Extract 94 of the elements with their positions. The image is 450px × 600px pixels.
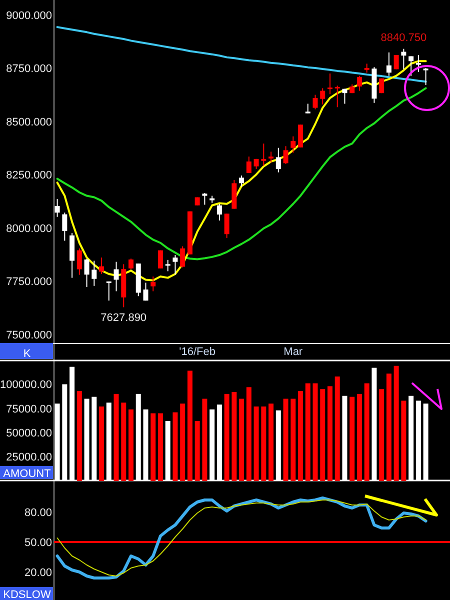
x-tick-label: Mar <box>284 346 303 358</box>
bar <box>202 398 208 481</box>
y-tick-label: 9000.000 <box>6 10 52 22</box>
y-tick-label: 80.00 <box>24 506 52 519</box>
bar <box>224 394 230 481</box>
bar <box>172 412 178 481</box>
bar <box>232 392 237 481</box>
candlestick <box>246 156 252 174</box>
y-tick-label: 8000.000 <box>6 222 52 235</box>
bar <box>261 406 266 481</box>
candlestick <box>334 85 340 108</box>
candlestick <box>106 280 112 302</box>
bar <box>121 402 126 481</box>
candlestick <box>356 75 362 92</box>
text: KDSLOW <box>3 589 52 600</box>
bar <box>76 391 82 481</box>
candlestick <box>84 258 90 288</box>
bar <box>114 394 119 481</box>
bar <box>401 400 406 481</box>
candlestick <box>216 203 222 221</box>
text: AMOUNT <box>3 468 52 480</box>
text: K <box>23 348 32 360</box>
x-tick-label: '16/Feb <box>179 346 216 358</box>
candlestick <box>158 250 163 269</box>
candlestick <box>276 147 281 173</box>
candlestick <box>423 67 428 86</box>
bar <box>194 421 200 481</box>
bar <box>254 406 259 481</box>
y-tick-label: 8750.000 <box>6 63 52 76</box>
bar <box>364 383 370 481</box>
bar <box>298 391 304 481</box>
bar <box>386 374 392 481</box>
annotation: 8840.750 <box>380 32 427 44</box>
candlestick <box>143 282 148 302</box>
candlestick <box>62 212 68 242</box>
line-series <box>56 26 427 83</box>
candlestick <box>54 198 60 218</box>
bar <box>305 383 310 481</box>
y-tick-label: 50.00 <box>24 536 52 549</box>
candlestick <box>261 143 266 166</box>
candlestick <box>416 54 421 73</box>
candlestick <box>224 213 230 238</box>
candlestick <box>76 248 82 276</box>
y-tick-label: 100000.00 <box>0 379 52 392</box>
y-tick-label: 75000.00 <box>6 403 52 416</box>
y-tick-label: 8500.000 <box>6 116 52 128</box>
y-tick-label: 7750.000 <box>6 276 52 288</box>
y-tick-label: 20.00 <box>24 566 52 579</box>
bar <box>320 389 326 481</box>
bar <box>239 398 244 481</box>
y-tick-label: 8250.000 <box>6 170 52 182</box>
candlestick <box>172 254 178 276</box>
bar <box>268 404 274 481</box>
bar <box>356 394 362 481</box>
bar <box>99 406 104 481</box>
bar <box>128 409 134 481</box>
candlestick <box>180 246 186 268</box>
annotation: 7627.890 <box>100 312 147 324</box>
candlestick <box>320 88 326 105</box>
candlestick <box>386 52 392 76</box>
candlestick <box>401 48 406 70</box>
y-tick-label: 25000.00 <box>6 452 52 464</box>
bar <box>187 370 192 481</box>
candlestick <box>305 103 310 114</box>
bar <box>394 366 399 481</box>
y-tick-label: 7500.000 <box>6 329 52 342</box>
bar <box>312 383 318 481</box>
candlestick <box>150 276 156 292</box>
bar <box>334 376 340 481</box>
candlestick <box>239 175 244 188</box>
bar <box>290 398 296 481</box>
candlestick <box>268 151 274 164</box>
candlestick <box>327 73 332 95</box>
candlestick <box>128 258 134 270</box>
line-series <box>56 60 427 282</box>
y-tick-label: 50000.00 <box>6 427 52 440</box>
bar <box>246 387 252 481</box>
candlestick <box>408 56 414 76</box>
candlestick <box>165 259 170 272</box>
bar <box>350 396 355 481</box>
candlestick <box>202 192 208 206</box>
bar <box>180 404 186 481</box>
candlestick <box>342 88 348 104</box>
candlestick <box>312 94 318 110</box>
candlestick <box>92 260 97 286</box>
candlestick <box>283 146 288 165</box>
bar <box>150 413 156 481</box>
bar <box>327 386 332 481</box>
candlestick <box>99 257 104 274</box>
bar <box>158 413 163 481</box>
bar <box>283 398 288 481</box>
candlestick <box>290 136 296 154</box>
candlestick <box>114 261 119 292</box>
bar <box>379 389 384 481</box>
